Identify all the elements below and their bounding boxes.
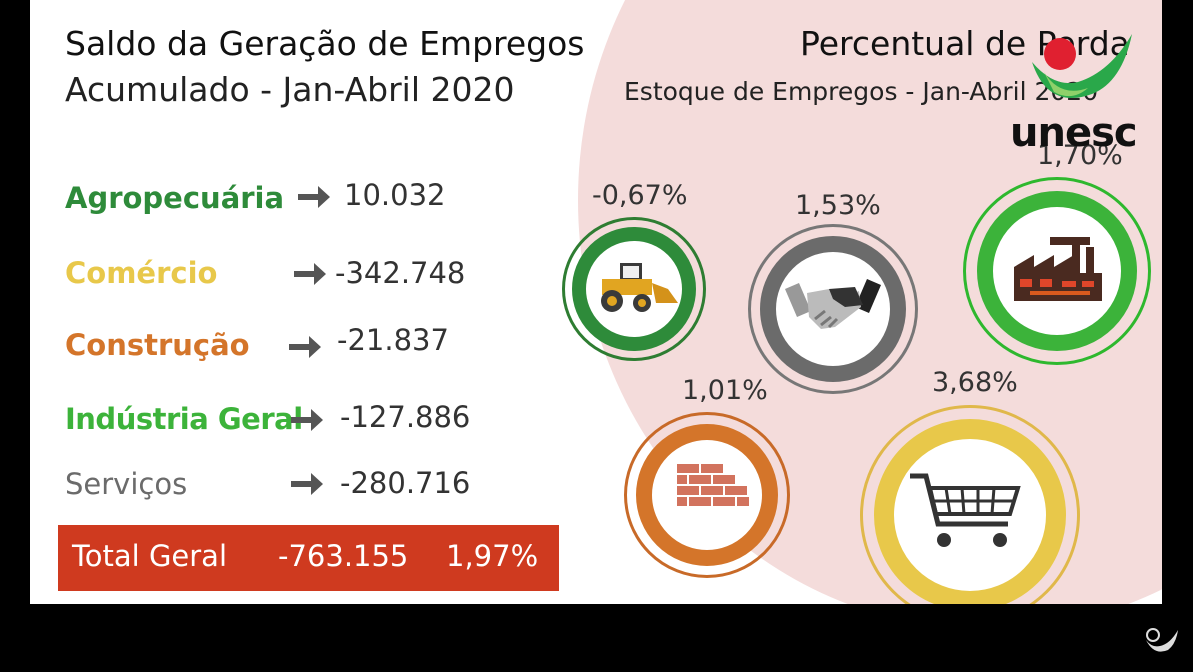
bottom-bar [0, 604, 1193, 672]
arrow-icon [291, 473, 323, 495]
total-label: Total Geral [72, 539, 228, 573]
percent-industria: 1,70% [1037, 140, 1123, 171]
percent-agro: -0,67% [592, 180, 688, 211]
sector-value-servicos: -280.716 [340, 466, 471, 500]
total-bar: Total Geral -763.155 1,97% [58, 525, 559, 591]
percent-servicos: 1,53% [795, 190, 881, 221]
percent-comercio: 3,68% [932, 367, 1018, 398]
unesc-logo-icon [1032, 34, 1132, 98]
unesc-logo-text: unesc [1010, 110, 1138, 156]
sector-servicos: Serviços [65, 467, 188, 501]
circle-agro [562, 217, 706, 361]
sector-construcao: Construção [65, 328, 250, 362]
arrow-icon [291, 409, 323, 431]
bricks-icon [677, 464, 749, 506]
arrow-icon [298, 186, 330, 208]
left-subtitle: Acumulado - Jan-Abril 2020 [65, 70, 515, 109]
sector-agropecuaria: Agropecuária [65, 181, 285, 215]
watermark-logo-icon [1146, 628, 1178, 652]
circle-comercio [860, 405, 1080, 604]
right-subtitle: Estoque de Empregos - Jan-Abril 2020 [624, 77, 1099, 106]
factory-icon [1014, 237, 1102, 301]
left-title: Saldo da Geração de Empregos [65, 24, 585, 63]
circle-industria [963, 177, 1151, 365]
circle-servicos [748, 224, 918, 394]
total-value: -763.155 [278, 539, 409, 573]
sector-value-agropecuaria: 10.032 [344, 178, 446, 212]
sector-industria-geral: Indústria Geral [65, 402, 303, 436]
sector-value-construcao: -21.837 [337, 323, 449, 357]
sector-value-comercio: -342.748 [335, 256, 466, 290]
handshake-icon [785, 279, 881, 329]
slide: Saldo da Geração de Empregos Acumulado -… [30, 0, 1162, 604]
shopping-cart-icon [910, 473, 1021, 547]
circle-construcao [624, 412, 790, 578]
percent-construcao: 1,01% [682, 375, 768, 406]
sector-value-industria-geral: -127.886 [340, 400, 471, 434]
sector-comercio: Comércio [65, 256, 218, 290]
tractor-icon [601, 263, 678, 312]
arrow-icon [294, 263, 326, 285]
arrow-icon [289, 336, 321, 358]
total-percent: 1,97% [446, 539, 539, 573]
